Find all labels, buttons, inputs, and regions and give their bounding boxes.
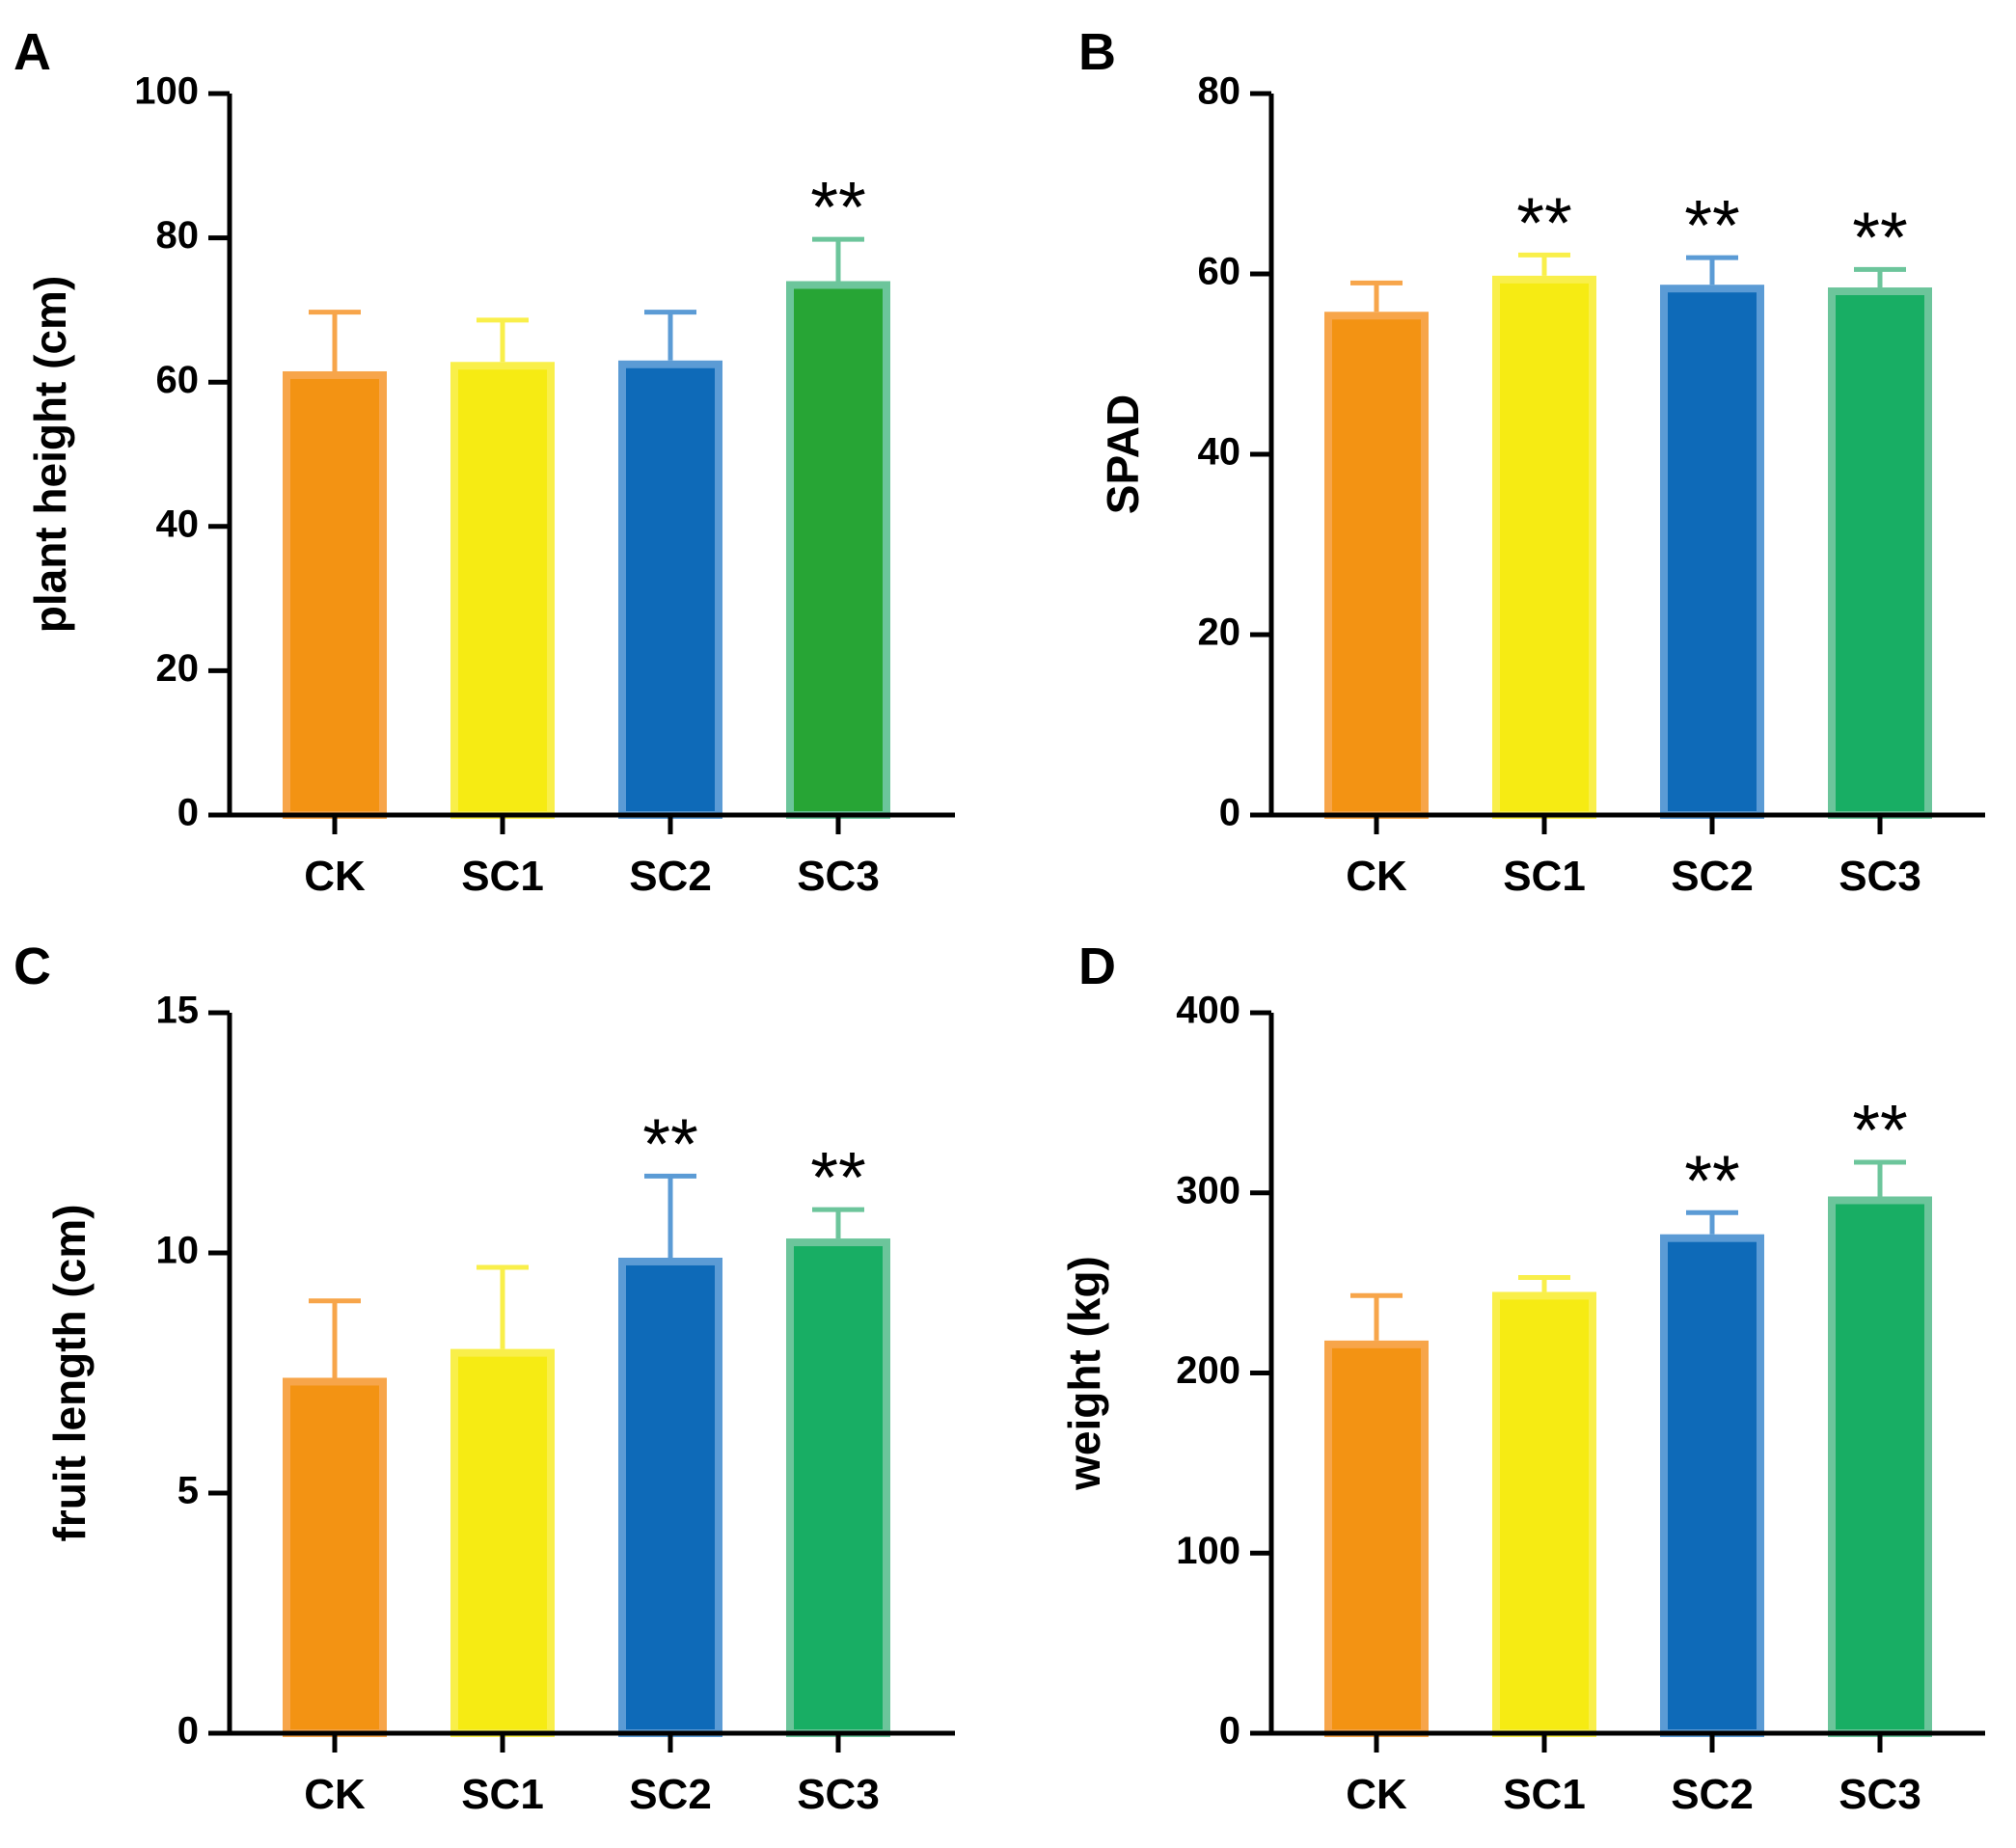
y-tick-label: 20 [1198, 611, 1241, 654]
x-tick-label: SC1 [461, 1771, 544, 1818]
bar-ck [1324, 1340, 1429, 1737]
y-tick-label: 60 [156, 359, 200, 401]
bar-sc2 [618, 360, 722, 819]
bar-sc3 [1828, 287, 1932, 819]
bar-sc1 [1492, 1291, 1596, 1738]
y-tick-label: 20 [156, 647, 200, 690]
x-tick-label: SC3 [1839, 853, 1921, 900]
significance-marker: ** [1852, 197, 1908, 277]
y-axis-title: fruit length (cm) [44, 1204, 95, 1541]
y-tick-label: 60 [1198, 251, 1241, 293]
x-tick-label: CK [1346, 853, 1407, 900]
x-tick-label: SC2 [1671, 853, 1754, 900]
x-tick-label: CK [304, 853, 366, 900]
bar-sc1 [450, 362, 555, 819]
x-tick-label: SC2 [629, 853, 712, 900]
bar-sc2 [1660, 1234, 1764, 1737]
x-tick-label: CK [304, 1771, 366, 1818]
y-tick-label: 0 [1219, 792, 1240, 834]
y-tick-label: 80 [156, 214, 200, 257]
bar-sc2 [618, 1257, 722, 1737]
bar-sc1 [1492, 275, 1596, 819]
significance-marker: ** [642, 1103, 698, 1183]
bar-ck [1324, 312, 1429, 819]
x-tick-label: SC3 [797, 853, 880, 900]
y-tick-label: 100 [1176, 1530, 1240, 1572]
significance-marker: ** [1852, 1090, 1908, 1170]
significance-marker: ** [810, 167, 866, 247]
y-tick-label: 40 [1198, 431, 1241, 474]
y-axis-title: plant height (cm) [25, 276, 75, 634]
y-tick-label: 80 [1198, 70, 1241, 113]
y-tick-label: 0 [177, 792, 199, 834]
significance-marker: ** [1684, 1140, 1740, 1220]
y-tick-label: 10 [156, 1230, 200, 1272]
x-tick-label: SC1 [1503, 853, 1586, 900]
y-tick-label: 0 [1219, 1710, 1240, 1753]
bar-sc1 [450, 1348, 555, 1737]
x-tick-label: SC1 [461, 853, 544, 900]
panel-b: B SPAD CK SC1 ** SC2 ** SC3 ** 0 20 40 60 80 [1078, 23, 1985, 900]
x-tick-label: SC2 [1671, 1771, 1754, 1818]
bar-sc3 [786, 1238, 890, 1738]
x-tick-label: SC3 [1839, 1771, 1921, 1818]
bar-sc3 [786, 281, 890, 820]
significance-marker: ** [810, 1137, 866, 1217]
y-tick-label: 5 [177, 1470, 199, 1512]
y-axis-title: weight (kg) [1059, 1256, 1109, 1491]
significance-marker: ** [1516, 182, 1572, 262]
y-tick-label: 400 [1176, 990, 1240, 1032]
bar-ck [283, 370, 387, 819]
x-tick-label: SC2 [629, 1771, 712, 1818]
y-tick-label: 100 [134, 70, 199, 113]
y-tick-label: 300 [1176, 1169, 1240, 1211]
y-tick-label: 15 [156, 990, 200, 1032]
bar-ck [283, 1377, 387, 1737]
y-axis-title: SPAD [1098, 394, 1148, 514]
x-tick-label: CK [1346, 1771, 1407, 1818]
significance-marker: ** [1684, 185, 1740, 265]
x-tick-label: SC1 [1503, 1771, 1586, 1818]
x-tick-label: SC3 [797, 1771, 880, 1818]
bar-sc2 [1660, 285, 1764, 820]
panel-letter: A [14, 23, 51, 81]
panel-letter: C [14, 938, 51, 995]
panel-letter: D [1078, 938, 1116, 995]
panel-letter: B [1078, 23, 1116, 81]
bar-sc3 [1828, 1196, 1932, 1737]
y-tick-label: 40 [156, 503, 200, 545]
y-tick-label: 0 [177, 1710, 199, 1753]
y-tick-label: 200 [1176, 1349, 1240, 1392]
